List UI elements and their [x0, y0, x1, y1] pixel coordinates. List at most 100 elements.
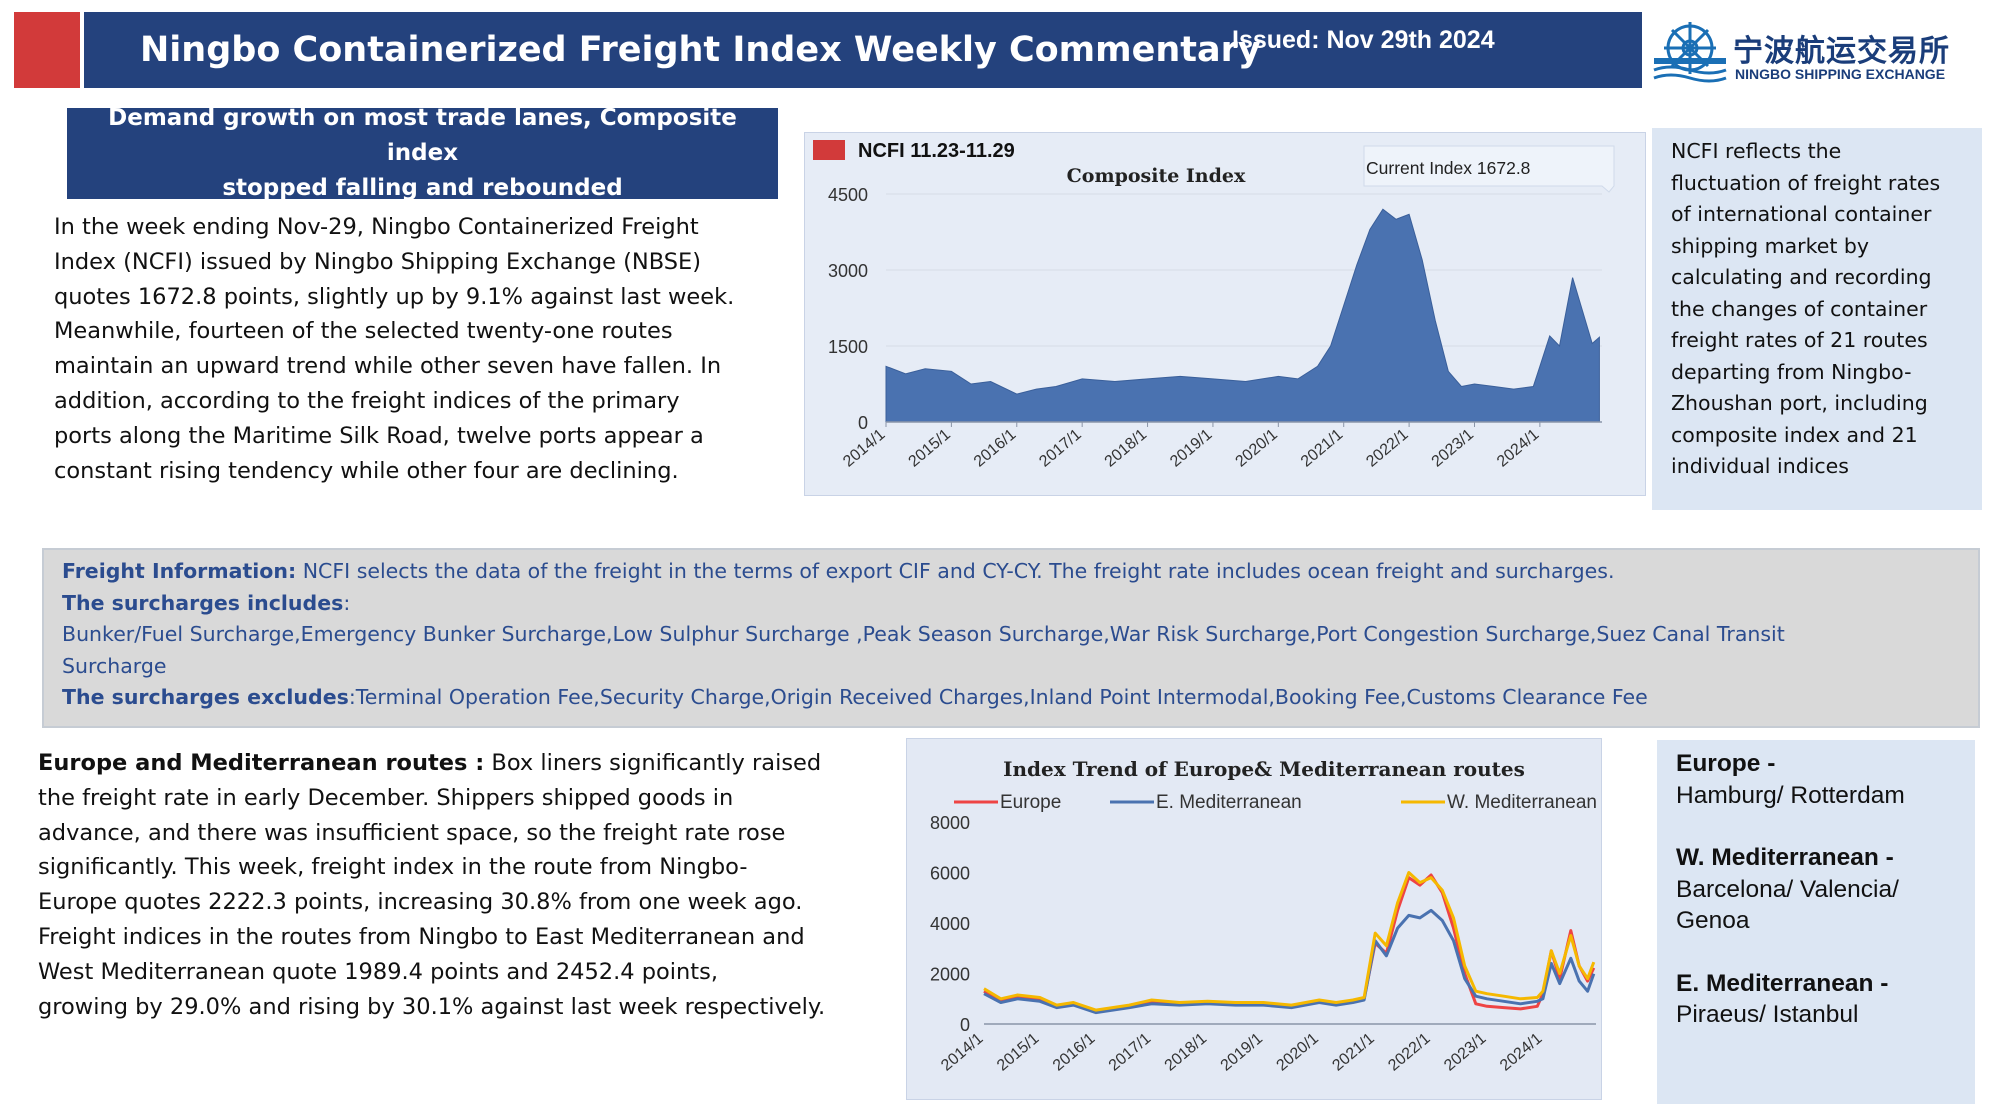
header-accent-block [14, 12, 80, 88]
europe-ports: Hamburg/ Rotterdam [1676, 781, 1905, 809]
legend-label: Europe [1000, 792, 1061, 813]
emed-ports: Piraeus/ Istanbul [1676, 1001, 1859, 1028]
paragraph-line: Index (NCFI) issued by Ningbo Shipping E… [54, 248, 702, 275]
x-tick-label: 2015/1 [994, 1030, 1042, 1075]
headline-box: Demand growth on most trade lanes, Compo… [67, 105, 778, 201]
x-tick-label: 2023/1 [1429, 426, 1477, 471]
freight-information-box [42, 548, 1980, 728]
wmed-route-label: W. Mediterranean - [1676, 844, 1894, 871]
ports-box [1657, 740, 1975, 1104]
paragraph-line: ports along the Maritime Silk Road, twel… [54, 422, 704, 449]
x-tick-label: 2019/1 [1167, 426, 1215, 471]
x-tick-label: 2019/1 [1218, 1030, 1266, 1075]
wmed-ports: Barcelona/ Valencia/ [1676, 875, 1899, 903]
freight-info-label: Freight Information: [62, 559, 297, 583]
description-line: composite index and 21 [1671, 422, 1918, 447]
description-line: calculating and recording [1671, 265, 1932, 289]
page-title: Ningbo Containerized Freight Index Weekl… [140, 30, 1261, 70]
x-tick-label: 2016/1 [1050, 1030, 1098, 1075]
x-tick-label: 2022/1 [1385, 1030, 1433, 1075]
y-tick-label: 3000 [828, 261, 868, 281]
y-tick-label: 0 [960, 1015, 970, 1035]
wmed-ports-continued: Genoa [1676, 907, 1750, 934]
x-tick-label: 2017/1 [1106, 1030, 1154, 1075]
paragraph-line: In the week ending Nov-29, Ningbo Contai… [54, 214, 699, 240]
description-line: departing from Ningbo- [1671, 359, 1912, 384]
x-tick-label: 2017/1 [1036, 426, 1084, 471]
composite-area-series [885, 208, 1600, 423]
callout-bubble [1363, 145, 1615, 193]
freight-information-text: Freight Information: NCFI selects the da… [62, 556, 1962, 714]
europe-chart-panel [906, 738, 1602, 1100]
surcharges-includes-colon: : [343, 590, 351, 615]
europe-section-label: Europe and Mediterranean routes : [38, 750, 485, 776]
x-tick-label: 2021/1 [1298, 426, 1346, 471]
emed-route-label: E. Mediterranean - [1676, 969, 1889, 997]
description-line: NCFI reflects the [1671, 139, 1842, 163]
paragraph-line: advance, and there was insufficient spac… [38, 819, 786, 846]
x-tick-label: 2015/1 [906, 426, 954, 471]
surcharges-excludes-text: :Terminal Operation Fee,Security Charge,… [348, 685, 1648, 709]
paragraph-line: the freight rate in early December. Ship… [38, 784, 734, 811]
paragraph-line: quotes 1672.8 points, slightly up by 9.1… [54, 283, 735, 310]
paragraph-line: addition, according to the freight indic… [54, 387, 680, 414]
y-tick-label: 0 [858, 413, 868, 433]
title-bar [84, 12, 1642, 88]
y-tick-label: 2000 [930, 965, 970, 985]
series-line-w-mediterranean [983, 871, 1596, 1012]
chart-title: Composite Index [1067, 165, 1246, 187]
paragraph-line: Meanwhile, fourteen of the selected twen… [54, 318, 673, 345]
y-tick-label: 4000 [930, 914, 970, 934]
logo-chinese-name: 宁波航运交易所 [1733, 34, 1950, 69]
chart-title: Index Trend of Europe& Mediterranean rou… [1003, 757, 1525, 781]
x-tick-label: 2022/1 [1363, 426, 1411, 471]
paragraph-line: significantly. This week, freight index … [38, 854, 748, 881]
surcharges-excludes-label: The surcharges excludes [62, 685, 349, 709]
paragraph-line: maintain an upward trend while other sev… [54, 353, 722, 380]
headline-line: Demand growth on most trade lanes, Compo… [108, 105, 737, 166]
logo-english-name: NINGBO SHIPPING EXCHANGE [1735, 66, 1946, 82]
description-line: the changes of container [1671, 296, 1928, 321]
headline-line: stopped falling and rebounded [222, 175, 623, 201]
legend-label: E. Mediterranean [1156, 792, 1302, 813]
x-tick-label: 2024/1 [1497, 1030, 1545, 1075]
description-line: freight rates of 21 routes [1671, 328, 1928, 352]
x-tick-label: 2020/1 [1232, 426, 1280, 471]
y-tick-label: 8000 [930, 813, 970, 833]
europe-mediterranean-chart: Index Trend of Europe& Mediterranean rou… [930, 757, 1597, 1075]
ncfi-description: NCFI reflects the fluctuation of freight… [1671, 136, 1979, 483]
paragraph-line: growing by 29.0% and rising by 30.1% aga… [38, 993, 826, 1020]
x-tick-label: 2020/1 [1273, 1030, 1321, 1075]
ncfi-description-box [1652, 128, 1982, 510]
paragraph-line: West Mediterranean quote 1989.4 points a… [38, 958, 718, 985]
series-line-europe [983, 873, 1596, 1013]
composite-index-chart: NCFI 11.23-11.29 Composite Index Current… [813, 140, 1615, 471]
description-line: Zhoushan port, including [1671, 391, 1928, 415]
description-line: individual indices [1671, 454, 1849, 478]
description-line: shipping market by [1671, 233, 1870, 258]
description-line: fluctuation of freight rates [1671, 170, 1941, 195]
paragraph-line: constant rising tendency while other fou… [54, 457, 679, 484]
ship-wheel-logo-icon [1653, 22, 1727, 83]
freight-info-text: NCFI selects the data of the freight in … [296, 559, 1615, 583]
description-line: of international container [1671, 202, 1932, 226]
current-index-annotation: Current Index 1672.8 [1366, 158, 1530, 178]
x-tick-label: 2021/1 [1329, 1030, 1377, 1075]
x-tick-label: 2018/1 [1162, 1030, 1210, 1075]
legend-swatch [813, 140, 845, 160]
surcharges-list: Bunker/Fuel Surcharge,Emergency Bunker S… [62, 622, 1785, 646]
europe-paragraph: Europe and Mediterranean routes : Box li… [38, 746, 858, 1024]
legend-label: NCFI 11.23-11.29 [858, 140, 1015, 162]
y-tick-label: 1500 [828, 337, 868, 357]
paragraph-line: Freight indices in the routes from Ningb… [38, 923, 805, 950]
europe-route-label: Europe - [1676, 750, 1776, 777]
x-tick-label: 2023/1 [1441, 1030, 1489, 1075]
x-tick-label: 2016/1 [971, 426, 1019, 471]
x-tick-label: 2014/1 [938, 1030, 986, 1075]
intro-paragraph: In the week ending Nov-29, Ningbo Contai… [54, 210, 776, 488]
ports-list: Europe - Hamburg/ Rotterdam W. Mediterra… [1676, 748, 1976, 1031]
legend-label: W. Mediterranean [1447, 792, 1597, 813]
x-tick-label: 2018/1 [1102, 426, 1150, 471]
y-tick-label: 6000 [930, 864, 970, 884]
y-tick-label: 4500 [828, 185, 868, 205]
